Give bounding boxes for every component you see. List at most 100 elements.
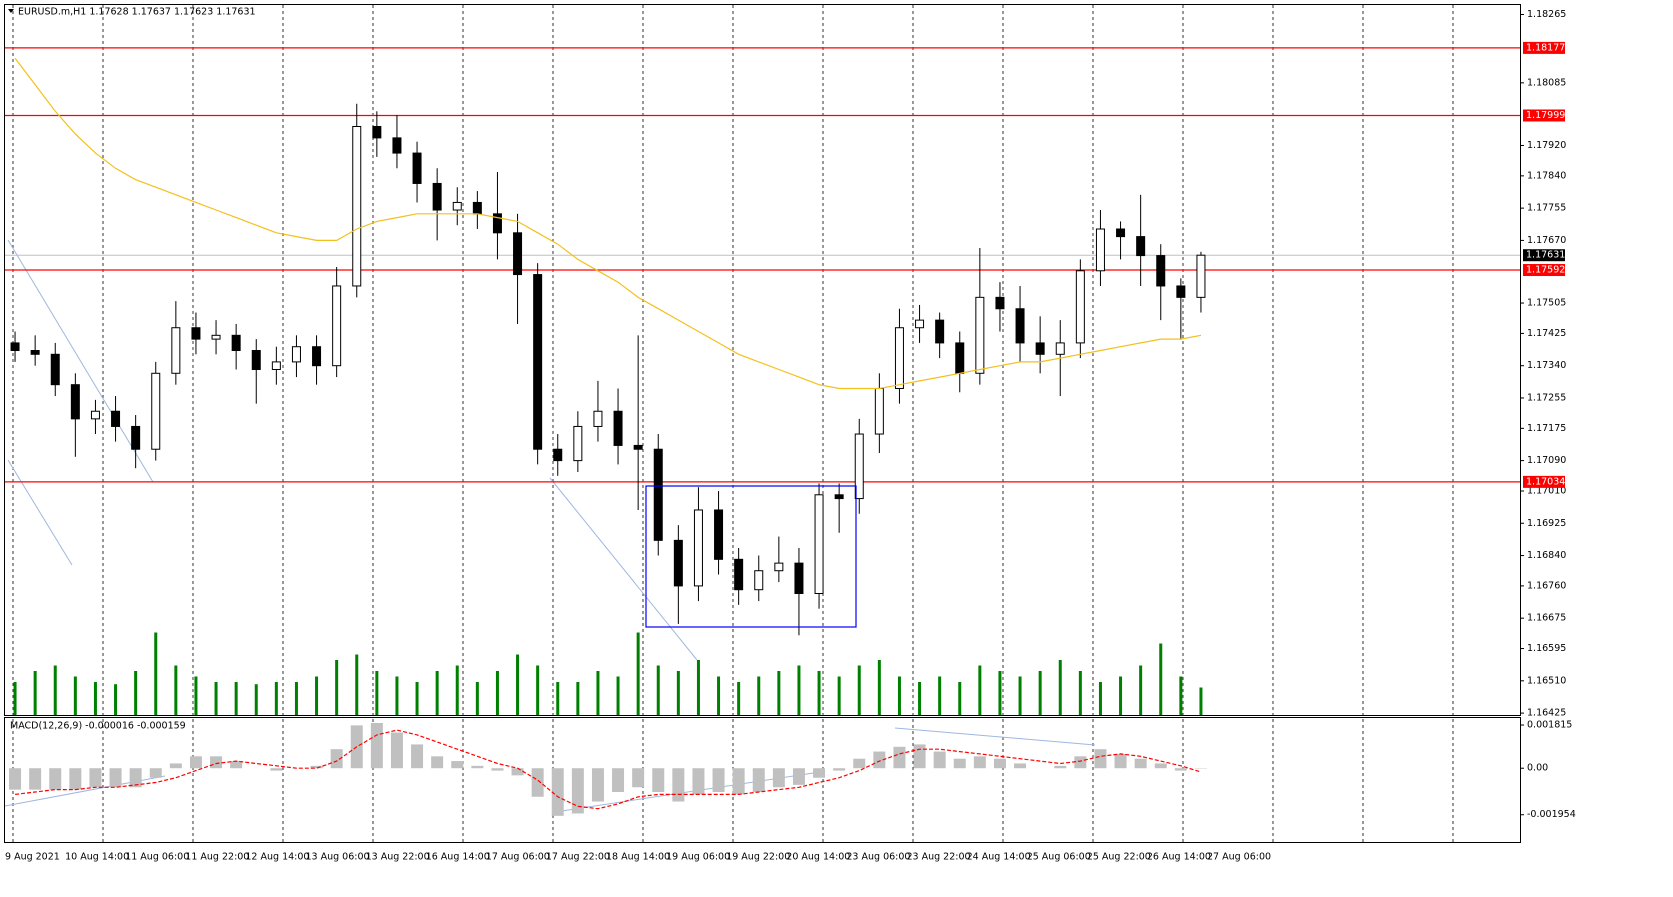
candle-body bbox=[472, 201, 482, 215]
last-price-label: 1.17631 bbox=[1526, 250, 1565, 261]
volume-bar bbox=[897, 676, 901, 715]
macd-histogram-bar bbox=[1094, 749, 1107, 769]
volume-bar bbox=[154, 632, 158, 715]
volume-bar bbox=[1018, 676, 1022, 715]
volume-bar bbox=[1119, 676, 1123, 715]
y-tick-label: 1.17840 bbox=[1527, 170, 1566, 181]
macd-histogram-bar bbox=[29, 768, 42, 790]
volume-bar bbox=[777, 671, 781, 715]
volume-bar bbox=[958, 682, 962, 715]
volume-bar bbox=[1058, 660, 1062, 715]
macd-histogram-bar bbox=[109, 768, 122, 788]
x-tick-label: 13 Aug 22:00 bbox=[366, 852, 430, 863]
candle-body bbox=[613, 410, 623, 446]
macd-histogram-bar bbox=[1134, 758, 1147, 769]
candle-body bbox=[1035, 342, 1045, 355]
chart-header: EURUSD.m,H1 1.17628 1.17637 1.17623 1.17… bbox=[18, 7, 256, 18]
macd-histogram-bar bbox=[390, 732, 403, 769]
volume-bar bbox=[13, 682, 17, 715]
macd-histogram-bar bbox=[973, 756, 986, 769]
volume-bar bbox=[757, 676, 761, 715]
candle-body bbox=[372, 125, 382, 139]
macd-histogram-bar bbox=[1074, 756, 1087, 769]
macd-histogram-bar bbox=[451, 761, 464, 769]
volume-bar bbox=[254, 684, 258, 715]
level-label-box bbox=[1523, 109, 1565, 122]
y-tick-label: 1.17505 bbox=[1527, 298, 1566, 309]
macd-histogram-bar bbox=[129, 768, 142, 788]
volume-bar bbox=[53, 665, 57, 715]
x-tick-label: 23 Aug 06:00 bbox=[846, 852, 910, 863]
candle-body bbox=[874, 387, 884, 435]
macd-histogram-bar bbox=[411, 744, 424, 769]
macd-histogram-bar bbox=[431, 756, 444, 769]
macd-histogram-bar bbox=[471, 765, 484, 769]
candle-body bbox=[332, 285, 342, 367]
trend-line bbox=[7, 459, 73, 566]
macd-histogram-bar bbox=[230, 761, 243, 769]
macd-histogram-bar bbox=[69, 768, 82, 790]
candle-body bbox=[392, 137, 402, 154]
macd-histogram-bar bbox=[833, 768, 846, 771]
macd-histogram-bar bbox=[692, 768, 705, 795]
volume-bar bbox=[1098, 682, 1102, 715]
x-tick-label: 13 Aug 06:00 bbox=[306, 852, 370, 863]
candle-body bbox=[693, 509, 703, 587]
volume-bar bbox=[1078, 671, 1082, 715]
candle-body bbox=[915, 319, 925, 329]
candle-body bbox=[1136, 236, 1146, 257]
volume-bar bbox=[475, 682, 479, 715]
candle-body bbox=[513, 232, 523, 276]
candle-body bbox=[794, 562, 804, 595]
volume-bar bbox=[1179, 676, 1183, 715]
volume-bar bbox=[717, 676, 721, 715]
y-tick-label: 1.16595 bbox=[1527, 643, 1566, 654]
volume-bar bbox=[877, 660, 881, 715]
y-tick-label: 1.16840 bbox=[1527, 550, 1566, 561]
x-tick-label: 19 Aug 22:00 bbox=[726, 852, 790, 863]
macd-histogram-bar bbox=[752, 768, 765, 793]
volume-bar bbox=[656, 665, 660, 715]
x-tick-label: 17 Aug 06:00 bbox=[486, 852, 550, 863]
x-tick-label: 18 Aug 14:00 bbox=[606, 852, 670, 863]
macd-histogram-bar bbox=[813, 768, 826, 778]
candle-body bbox=[412, 152, 422, 184]
level-label: 1.17999 bbox=[1526, 110, 1565, 121]
macd-histogram-bar bbox=[732, 768, 745, 795]
candle-body bbox=[1055, 342, 1065, 355]
volume-bar bbox=[355, 654, 359, 715]
volume-bar bbox=[234, 682, 238, 715]
candle-body bbox=[814, 494, 824, 595]
level-label-box bbox=[1523, 475, 1565, 488]
volume-bar bbox=[636, 632, 640, 715]
candle-body bbox=[774, 562, 784, 572]
last-price-box bbox=[1523, 249, 1565, 262]
macd-histogram-bar bbox=[210, 756, 223, 769]
macd-histogram-bar bbox=[551, 768, 564, 816]
menu-arrow[interactable] bbox=[8, 9, 14, 13]
volume-bar bbox=[938, 676, 942, 715]
macd-histogram-bar bbox=[189, 756, 202, 769]
volume-bar bbox=[114, 684, 118, 715]
x-tick-label: 25 Aug 06:00 bbox=[1027, 852, 1091, 863]
macd-trend-line bbox=[894, 727, 1096, 746]
macd-histogram-bar bbox=[591, 768, 604, 802]
volume-bar bbox=[335, 660, 339, 715]
y-tick-label: 1.17340 bbox=[1527, 360, 1566, 371]
volume-bar bbox=[134, 671, 138, 715]
volume-bar bbox=[214, 682, 218, 715]
candle-body bbox=[10, 342, 20, 352]
candle-body bbox=[231, 334, 241, 352]
candle-body bbox=[573, 425, 583, 462]
volume-bar bbox=[857, 665, 861, 715]
candle-body bbox=[111, 410, 121, 427]
macd-histogram-bar bbox=[993, 758, 1006, 769]
x-tick-label: 19 Aug 06:00 bbox=[666, 852, 730, 863]
x-tick-label: 10 Aug 14:00 bbox=[65, 852, 129, 863]
candle-body bbox=[432, 182, 442, 211]
y-tick-label: 1.16760 bbox=[1527, 580, 1566, 591]
macd-histogram-bar bbox=[571, 768, 584, 814]
macd-histogram-bar bbox=[853, 758, 866, 769]
candle-body bbox=[854, 433, 864, 500]
